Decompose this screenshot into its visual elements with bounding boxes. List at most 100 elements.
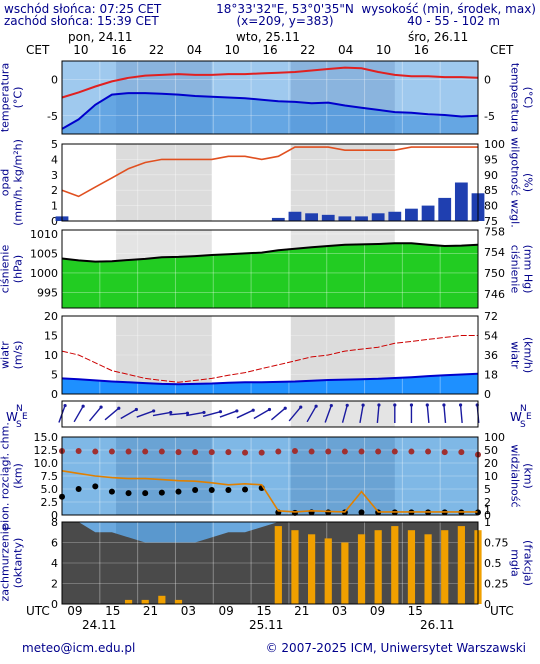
day-label-bottom: 25.11 (249, 618, 283, 632)
wind-arrow-head (99, 405, 103, 409)
ytick-left: 1005 (30, 247, 58, 260)
wind-arrow-head (409, 403, 414, 407)
grid-text: (x=209, y=383) (236, 14, 333, 28)
ylabel-line: (mm/h, kg/m²h) (12, 139, 25, 226)
cloud-top-dot (125, 448, 132, 455)
ytick-right: 1 (484, 504, 491, 517)
fog-bar (174, 599, 183, 604)
ylabel-left: temperatura (°C) (0, 63, 25, 132)
ylabel-line: wiatr (509, 341, 522, 369)
wind-arrow (270, 407, 286, 421)
cloud-top-dot (325, 448, 332, 455)
day-label-top: śro, 26.11 (408, 30, 468, 44)
cet-label-left: CET (26, 43, 50, 57)
cloud-base-dot (125, 490, 132, 497)
ytick-right: 10 (484, 470, 498, 483)
compass-e: E (526, 412, 532, 422)
wind-arrow (253, 408, 270, 420)
ytick-left: 10 (44, 349, 58, 362)
wind-arrow-head (329, 403, 333, 408)
cloud-top-dot (208, 449, 215, 456)
ylabel-line: (hPa) (12, 255, 25, 283)
hour-tick-bottom: 21 (143, 604, 158, 618)
utc-label-left: UTC (26, 604, 50, 618)
hour-tick-bottom: 03 (181, 604, 196, 618)
ylabel-right: (mm Hg)ciśnienie (509, 245, 535, 294)
ytick-left: 1010 (30, 228, 58, 241)
ylabel-left: opad (mm/h, kg/m²h) (0, 139, 25, 226)
ylabel-right: (km)widzialność (509, 444, 535, 507)
ytick-right: 746 (484, 288, 505, 301)
ytick-right: 1 (484, 516, 491, 529)
ytick-right: 18 (484, 369, 498, 382)
ylabel-line: (km) (12, 463, 25, 489)
wind-arrow-head (458, 403, 463, 407)
ytick-right: 85 (484, 184, 498, 197)
day-label-bottom: 24.11 (82, 618, 116, 632)
wind-arrow (426, 404, 430, 424)
hour-tick-bottom: 09 (370, 604, 385, 618)
ytick-left: 0 (51, 73, 58, 86)
hour-tick-bottom: 15 (105, 604, 120, 618)
ylabel-left: pion. rozciągł. chm.(km) (0, 422, 25, 530)
hour-tick-top: 10 (376, 43, 391, 57)
cloud-top-dot (275, 448, 282, 455)
ylabel-line: (°C) (12, 87, 25, 109)
cloud-base-dot (92, 483, 99, 490)
hour-tick-top: 22 (149, 43, 164, 57)
panel-border (61, 315, 479, 395)
ylabel-right: (frakcja)mgła (509, 540, 535, 586)
cloud-top-dot (108, 448, 115, 455)
hour-tick-top: 16 (111, 43, 126, 57)
wind-area (62, 373, 478, 394)
wind-arrow-head (361, 403, 365, 407)
wind-arrow (376, 404, 380, 424)
compass-w: W (6, 410, 18, 424)
footer-email[interactable]: meteo@icm.edu.pl (22, 641, 135, 655)
fog-bar (124, 599, 133, 604)
cloud-base-dot (192, 487, 199, 494)
ytick-left: 3 (51, 169, 58, 182)
cloud-base-dot (208, 487, 215, 494)
compass-n: N (520, 404, 527, 414)
ylabel-line: (mm Hg) (522, 245, 535, 294)
wind-arrow (136, 410, 154, 418)
ylabel-line: ciśnienie (509, 245, 522, 294)
wind-arrow-head (425, 403, 429, 407)
ytick-right: 50 (484, 444, 498, 457)
ylabel-line: (m/s) (12, 341, 25, 370)
wind-arrow-head (345, 403, 349, 407)
cloud-top-dot (408, 448, 415, 455)
ytick-left: 10.0 (34, 457, 59, 470)
wind-arrow-head (169, 410, 173, 415)
ylabel-right: (°C)temperatura (509, 63, 535, 132)
hour-tick-top: 04 (187, 43, 202, 57)
hour-tick-bottom: 03 (332, 604, 347, 618)
ylabel-line: ciśnienie (0, 245, 12, 294)
cloud-base-dot (225, 487, 232, 494)
wind-arrow (359, 405, 364, 423)
cloud-top-dot (142, 448, 149, 455)
ytick-right: 0 (484, 388, 491, 401)
cloud-base-dot (175, 488, 182, 495)
wind-arrow-head (152, 409, 156, 413)
ytick-right: -5 (484, 110, 495, 123)
ytick-left: 995 (37, 286, 58, 299)
temp-mid-line (61, 92, 479, 130)
wind-arrow-head (202, 410, 206, 415)
ytick-right: 0 (484, 73, 491, 86)
ytick-left: 8 (51, 516, 58, 529)
altitude-title: wysokość (min, środek, max) (361, 2, 536, 16)
wind-arrow (88, 406, 102, 422)
cloud-top-dot (192, 449, 199, 456)
precip-bar (338, 216, 352, 221)
cloud-top-dot (242, 449, 249, 456)
panel-border (61, 436, 479, 516)
precip-bar (405, 208, 418, 221)
utc-label-right: UTC (490, 604, 514, 618)
wind-arrow (236, 409, 254, 419)
ytick-right: 0 (484, 509, 491, 522)
wind-arrow (202, 410, 221, 418)
ytick-left: 2 (51, 578, 58, 591)
ytick-right: 95 (484, 153, 498, 166)
